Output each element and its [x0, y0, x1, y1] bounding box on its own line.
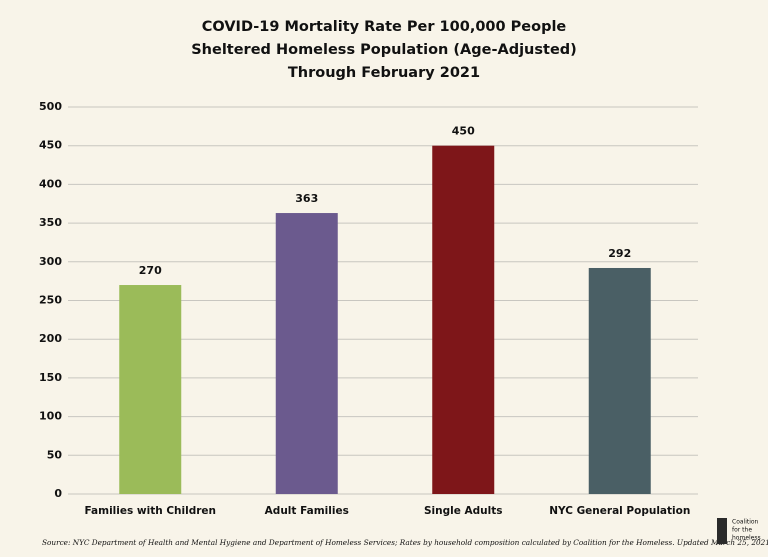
x-tick-label: Adult Families — [265, 505, 349, 517]
x-tick-label: NYC General Population — [549, 505, 690, 517]
bar — [275, 213, 338, 494]
data-label: 292 — [608, 247, 631, 260]
chart-title: COVID-19 Mortality Rate Per 100,000 Peop… — [202, 19, 567, 35]
y-tick-label: 200 — [39, 332, 62, 345]
y-tick-label: 150 — [39, 371, 62, 384]
y-tick-label: 450 — [39, 139, 62, 152]
logo-text: homeless — [732, 535, 761, 542]
logo-text: Coalition — [732, 519, 759, 526]
y-tick-label: 0 — [54, 487, 62, 500]
logo-mark — [717, 518, 727, 544]
y-tick-label: 300 — [39, 255, 62, 268]
y-tick-label: 400 — [39, 177, 62, 190]
y-tick-label: 500 — [39, 100, 62, 113]
x-tick-label: Single Adults — [424, 505, 503, 517]
data-label: 270 — [139, 264, 162, 277]
logo-text: for the — [732, 527, 752, 534]
data-label: 450 — [452, 125, 475, 138]
chart-title: Through February 2021 — [288, 65, 480, 81]
bar — [588, 267, 651, 494]
y-tick-label: 250 — [39, 294, 62, 307]
data-label: 363 — [295, 192, 318, 205]
x-tick-label: Families with Children — [84, 505, 216, 517]
y-tick-label: 350 — [39, 216, 62, 229]
y-tick-label: 100 — [39, 410, 62, 423]
y-tick-label: 50 — [47, 448, 63, 461]
bar — [119, 285, 182, 494]
bar — [432, 145, 495, 494]
chart-title: Sheltered Homeless Population (Age-Adjus… — [191, 42, 577, 58]
source-note: Source: NYC Department of Health and Men… — [42, 538, 768, 547]
